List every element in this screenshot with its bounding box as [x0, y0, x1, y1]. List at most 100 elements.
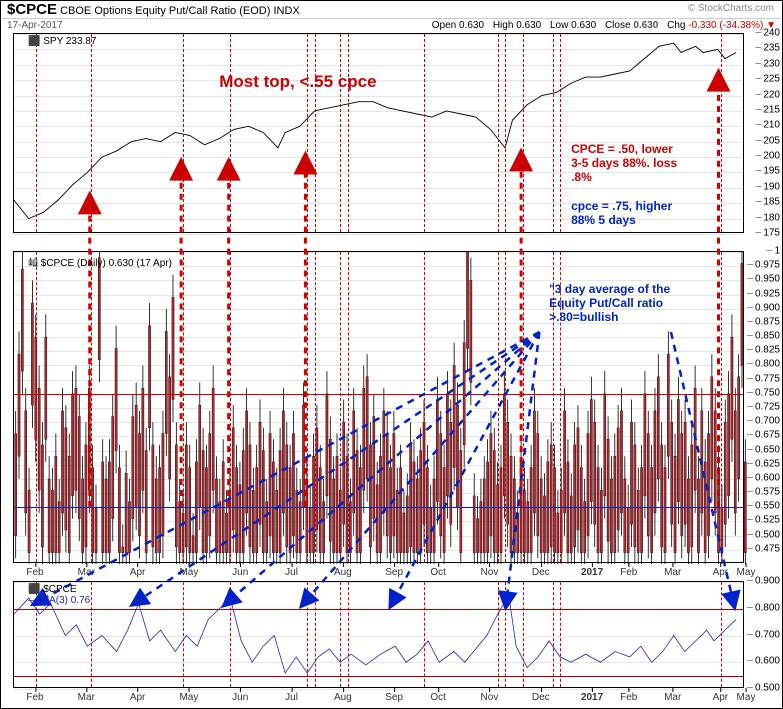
- x-tick-label: Feb: [26, 567, 43, 578]
- y-tick-label: 0.700: [755, 629, 780, 640]
- y-tick-label: 0.850: [755, 331, 780, 342]
- y-tick-label: 0.700: [755, 416, 780, 427]
- x-tick-label: Apr: [130, 567, 146, 578]
- y-tick-label: 200: [763, 151, 780, 162]
- x-tick-label: Jun: [232, 692, 248, 703]
- x-tick-label: May: [737, 567, 756, 578]
- y-tick-label: 0.750: [755, 387, 780, 398]
- y-tick-label: 235: [763, 43, 780, 54]
- ticker-symbol: $CPCE: [7, 1, 57, 18]
- chart-header: $CPCE CBOE Options Equity Put/Call Ratio…: [1, 1, 782, 19]
- price-plot-area: ⬛ SPY 233.87Most top, <.55 cpceCPCE = .5…: [13, 33, 744, 233]
- y-tick-label: 0.600: [755, 472, 780, 483]
- price-y-axis: 1751801851901952002052102152202252302352…: [746, 33, 782, 233]
- x-tick-label: Sep: [385, 692, 403, 703]
- y-tick-label: 0.950: [755, 274, 780, 285]
- y-tick-label: 0.650: [755, 444, 780, 455]
- y-tick-label: 205: [763, 135, 780, 146]
- y-tick-label: 210: [763, 120, 780, 131]
- y-tick-label: 0.975: [755, 260, 780, 271]
- ratio-y-axis: 0.4750.5000.5250.5500.5750.6000.6250.650…: [746, 251, 782, 563]
- y-tick-label: 180: [763, 212, 780, 223]
- x-tick-label: Jul: [285, 692, 298, 703]
- panels-region: ⬛ SPY 233.87Most top, <.55 cpceCPCE = .5…: [1, 33, 782, 708]
- open-label: Open: [432, 20, 456, 31]
- x-tick-label: Mar: [664, 692, 681, 703]
- x-tick-label: Nov: [481, 692, 499, 703]
- y-tick-label: 190: [763, 181, 780, 192]
- y-tick-label: 230: [763, 58, 780, 69]
- low-label: Low: [550, 20, 568, 31]
- y-tick-label: 185: [763, 197, 780, 208]
- ma-x-axis: Feb Mar Apr May Jun Jul Aug Sep Oct Nov Dec 2017 Feb…: [13, 690, 744, 706]
- y-tick-label: 0.900: [755, 576, 780, 587]
- spy-panel-label: ⬛ SPY 233.87: [28, 36, 96, 47]
- x-tick-label: Mar: [78, 692, 95, 703]
- x-tick-label: Apr: [130, 692, 146, 703]
- x-tick-label: Aug: [334, 692, 352, 703]
- x-tick-label: May: [179, 692, 198, 703]
- low-value: 0.630: [571, 20, 596, 31]
- open-value: 0.630: [459, 20, 484, 31]
- ma-plot-area: ⬛ $CPCE— MA(3) 0.76: [13, 581, 744, 688]
- x-tick-label: Mar: [78, 567, 95, 578]
- x-tick-label: 2017: [581, 567, 603, 578]
- y-tick-label: 0.925: [755, 288, 780, 299]
- x-tick-label: Oct: [430, 567, 446, 578]
- y-tick-label: 0.800: [755, 602, 780, 613]
- y-tick-label: 225: [763, 74, 780, 85]
- y-tick-label: 0.675: [755, 430, 780, 441]
- x-tick-label: Dec: [532, 692, 550, 703]
- x-tick-label: Feb: [26, 692, 43, 703]
- y-tick-label: 0.525: [755, 515, 780, 526]
- ticker-description: CBOE Options Equity Put/Call Ratio (EOD)…: [60, 5, 300, 17]
- cpce-panel-label: 屾 $CPCE (Daily) 0.630 (17 Apr): [28, 254, 172, 269]
- x-tick-label: Jun: [232, 567, 248, 578]
- x-tick-label: Sep: [385, 567, 403, 578]
- x-tick-label: Feb: [620, 692, 637, 703]
- x-tick-label: May: [179, 567, 198, 578]
- y-tick-label: 0.625: [755, 458, 780, 469]
- x-tick-label: Apr: [713, 567, 729, 578]
- chart-subheader: 17-Apr-2017 Open 0.630 High 0.630 Low 0.…: [1, 19, 782, 32]
- high-value: 0.630: [516, 20, 541, 31]
- chart-date: 17-Apr-2017: [7, 20, 63, 31]
- y-tick-label: 220: [763, 89, 780, 100]
- y-tick-label: 1: [774, 246, 780, 257]
- x-tick-label: Oct: [430, 692, 446, 703]
- x-tick-label: Apr: [713, 692, 729, 703]
- y-tick-label: 195: [763, 166, 780, 177]
- header-ticker-block: $CPCE CBOE Options Equity Put/Call Ratio…: [7, 1, 300, 18]
- x-tick-label: Aug: [334, 567, 352, 578]
- y-tick-label: 0.600: [755, 656, 780, 667]
- x-tick-label: 2017: [581, 692, 603, 703]
- y-tick-label: 0.725: [755, 402, 780, 413]
- chart-container: $CPCE CBOE Options Equity Put/Call Ratio…: [0, 0, 783, 709]
- grid-line: [14, 234, 743, 235]
- x-tick-label: Mar: [664, 567, 681, 578]
- close-label: Close: [605, 20, 631, 31]
- y-tick-label: 240: [763, 28, 780, 39]
- y-tick-label: 0.800: [755, 359, 780, 370]
- chg-label: Chg: [667, 20, 685, 31]
- x-tick-label: Dec: [532, 567, 550, 578]
- y-tick-label: 215: [763, 104, 780, 115]
- y-tick-label: 0.875: [755, 316, 780, 327]
- price-panel: ⬛ SPY 233.87Most top, <.55 cpceCPCE = .5…: [1, 33, 782, 251]
- y-tick-label: 0.475: [755, 543, 780, 554]
- ratio-x-axis: Feb Mar Apr May Jun Jul Aug Sep Oct Nov Dec 2017 Feb…: [13, 565, 744, 581]
- close-value: 0.630: [633, 20, 658, 31]
- ma-y-axis: 0.5000.6000.7000.8000.900: [746, 581, 782, 688]
- ohlc-block: Open 0.630 High 0.630 Low 0.630 Close 0.…: [426, 20, 776, 31]
- ma-panel: ⬛ $CPCE— MA(3) 0.76 0.5000.6000.7000.800…: [1, 581, 782, 706]
- y-tick-label: 0.550: [755, 501, 780, 512]
- x-tick-label: Feb: [620, 567, 637, 578]
- chg-value: -0.330 (-34.38%): [688, 20, 763, 31]
- y-tick-label: 0.500: [755, 529, 780, 540]
- y-tick-label: 0.775: [755, 373, 780, 384]
- x-tick-label: Jul: [285, 567, 298, 578]
- y-tick-label: 0.900: [755, 302, 780, 313]
- x-tick-label: Nov: [481, 567, 499, 578]
- x-tick-label: May: [737, 692, 756, 703]
- high-label: High: [493, 20, 514, 31]
